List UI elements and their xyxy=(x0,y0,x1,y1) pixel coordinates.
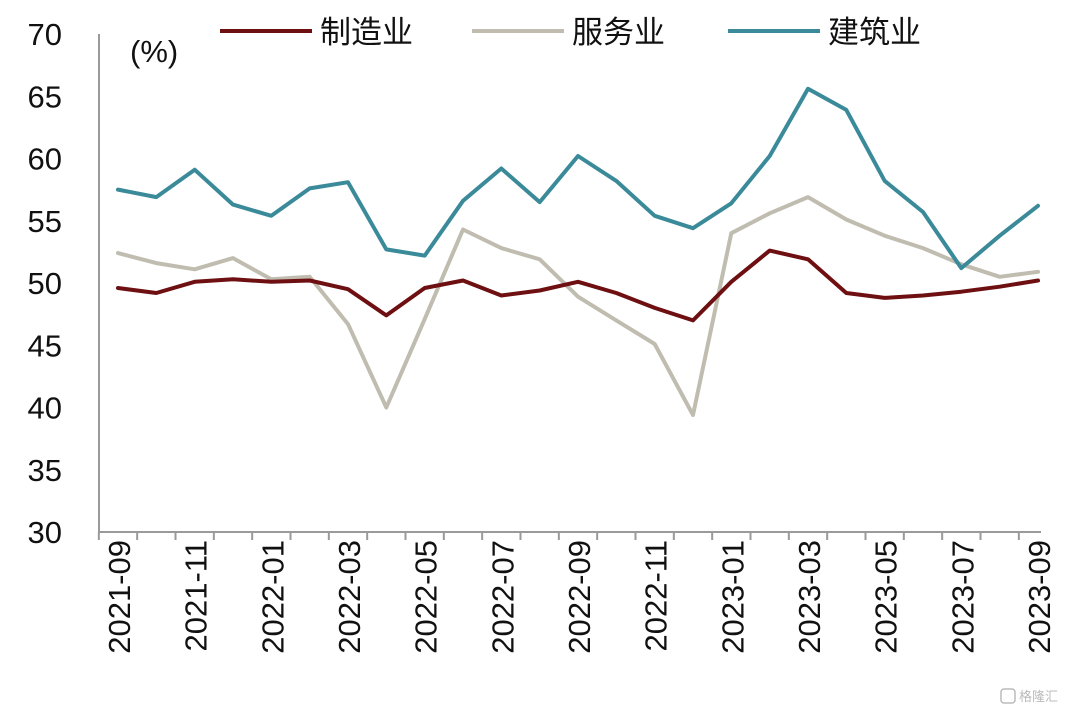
x-tick-label: 2022-11 xyxy=(639,540,674,651)
x-tick-label: 2021-09 xyxy=(102,540,137,654)
x-tick-label: 2023-09 xyxy=(1022,540,1057,654)
series-lines xyxy=(116,86,1040,417)
legend: 制造业 服务业 建筑业 xyxy=(220,15,921,51)
x-tick-label: 2023-03 xyxy=(792,540,827,654)
y-tick-label: 30 xyxy=(28,515,62,550)
y-tick-label: 60 xyxy=(28,142,62,177)
y-tick-label: 70 xyxy=(28,17,62,52)
y-tick-labels: 30 35 40 45 50 55 60 65 70 xyxy=(28,17,62,550)
legend-label: 服务业 xyxy=(572,15,665,51)
x-tick-label: 2022-07 xyxy=(485,540,520,654)
watermark-icon xyxy=(1000,688,1016,704)
y-tick-label: 35 xyxy=(28,453,62,488)
x-tick-label: 2023-01 xyxy=(715,540,750,654)
x-tick-label: 2022-09 xyxy=(562,540,597,654)
unit-label: (%) xyxy=(130,34,178,69)
series-line-2 xyxy=(116,195,1040,417)
y-tick-label: 65 xyxy=(28,79,62,114)
legend-label: 建筑业 xyxy=(828,15,921,51)
series-line-3 xyxy=(116,86,1040,271)
x-tick-label: 2022-01 xyxy=(255,540,290,654)
watermark-text: 格隆汇 xyxy=(1019,689,1058,705)
y-tick-label: 45 xyxy=(28,328,62,363)
x-tick-labels: 2021-09 2021-11 2022-01 2022-03 2022-05 2022-… xyxy=(97,532,1057,654)
x-tick-label: 2022-05 xyxy=(409,540,444,654)
legend-label: 制造业 xyxy=(320,15,413,51)
y-tick-label: 50 xyxy=(28,266,62,301)
x-tick-label: 2021-11 xyxy=(179,540,214,651)
x-tick-label: 2022-03 xyxy=(332,540,367,654)
series-line-1 xyxy=(116,248,1040,323)
watermark-logo: 格隆汇 xyxy=(1000,688,1058,705)
y-tick-label: 55 xyxy=(28,204,62,239)
x-tick-label: 2023-05 xyxy=(869,540,904,654)
x-axis: 2021-09 2021-11 2022-01 2022-03 2022-05 2022-… xyxy=(97,531,1057,654)
y-tick-label: 40 xyxy=(28,391,62,426)
y-axis: 30 35 40 45 50 55 60 65 70 xyxy=(28,17,100,550)
x-tick-label: 2023-07 xyxy=(945,540,980,654)
